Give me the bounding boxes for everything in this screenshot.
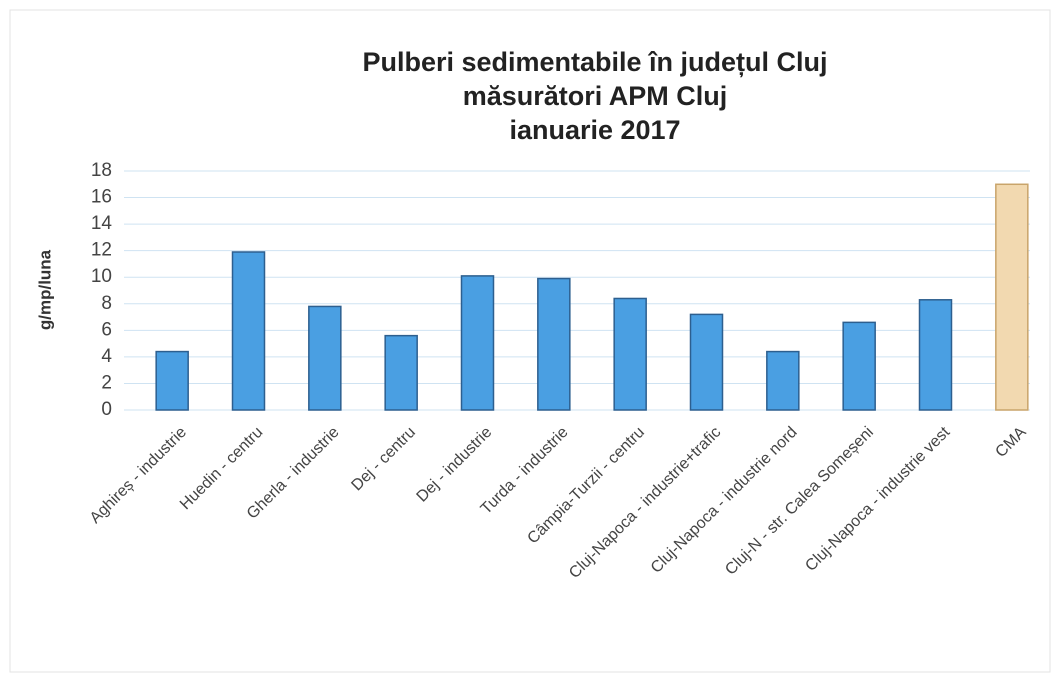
chart-frame xyxy=(9,9,1051,673)
bar xyxy=(308,305,342,411)
y-tick-label: 18 xyxy=(91,160,112,181)
bar xyxy=(537,277,571,411)
bar xyxy=(384,334,418,411)
bar xyxy=(842,321,876,411)
bar xyxy=(231,251,266,411)
y-axis-label: g/mp/luna xyxy=(35,249,54,330)
y-tick-label: 8 xyxy=(101,293,112,314)
chart-title: Pulberi sedimentabile în județul Cluj xyxy=(362,47,827,77)
y-tick-label: 12 xyxy=(91,240,112,261)
y-tick-label: 16 xyxy=(91,187,112,208)
y-tick-label: 14 xyxy=(91,213,113,234)
chart-title: ianuarie 2017 xyxy=(509,115,680,145)
bar xyxy=(613,297,647,411)
bar xyxy=(155,350,189,411)
chart-title: măsurători APM Cluj xyxy=(463,81,728,111)
bar xyxy=(689,313,724,411)
y-tick-label: 6 xyxy=(101,319,112,340)
y-tick-label: 10 xyxy=(91,266,112,287)
bar xyxy=(995,183,1029,411)
y-tick-label: 4 xyxy=(101,346,112,367)
y-tick-label: 0 xyxy=(101,399,112,420)
bar xyxy=(918,299,953,411)
y-tick-label: 2 xyxy=(101,372,112,393)
bar xyxy=(460,275,495,411)
bar xyxy=(766,350,800,411)
